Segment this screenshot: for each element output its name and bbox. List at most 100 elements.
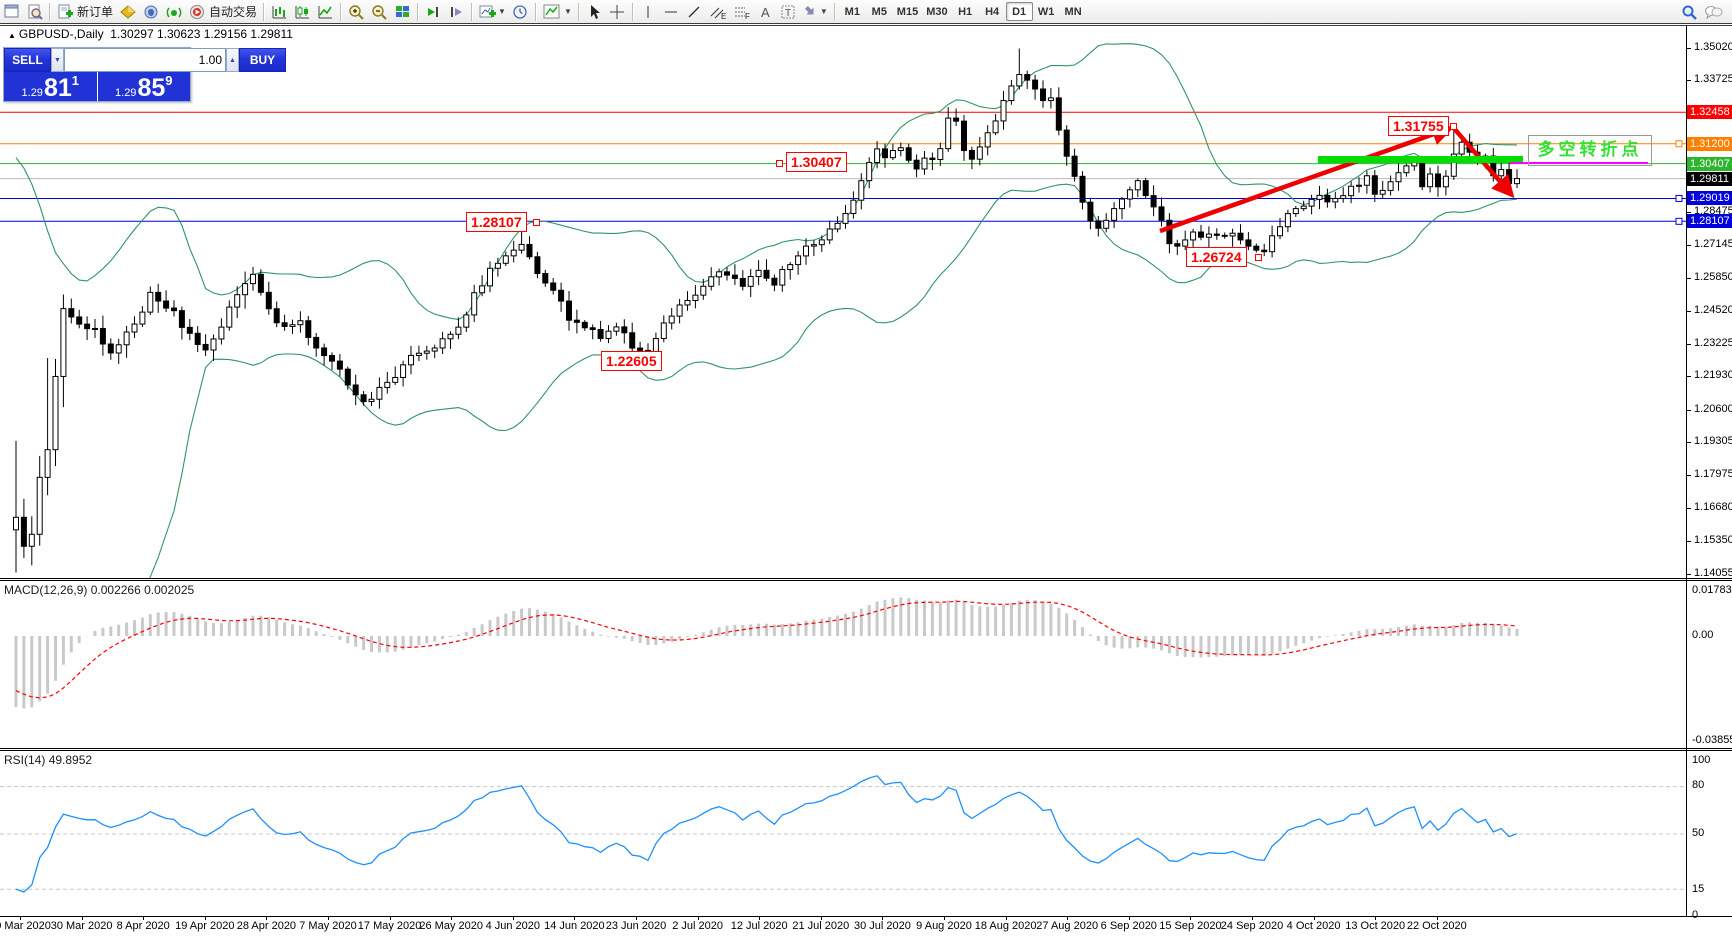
chart-shift-icon[interactable] bbox=[445, 1, 468, 22]
line-chart-type-icon[interactable] bbox=[314, 1, 337, 22]
trend-arrow[interactable] bbox=[1159, 123, 1455, 234]
candle-body bbox=[1261, 249, 1268, 253]
new-chart-button[interactable]: ▼ bbox=[476, 1, 509, 22]
candle-body bbox=[76, 316, 83, 325]
timeframe-W1[interactable]: W1 bbox=[1037, 5, 1055, 18]
candle-body bbox=[629, 332, 636, 349]
line-handle[interactable] bbox=[1675, 217, 1683, 225]
candle-chart-type-icon[interactable] bbox=[291, 1, 314, 22]
candle-body bbox=[139, 311, 146, 325]
price-callout[interactable]: 1.30407 bbox=[786, 152, 847, 172]
date-tick-label: 17 May 2020 bbox=[357, 920, 422, 932]
price-callout[interactable]: 1.28107 bbox=[466, 212, 527, 232]
candle-body bbox=[352, 384, 359, 396]
candle-body bbox=[1324, 194, 1331, 203]
timeframe-M15[interactable]: M15 bbox=[896, 5, 919, 18]
candle-body bbox=[1514, 178, 1520, 185]
sell-button[interactable]: SELL bbox=[4, 48, 51, 72]
candle-body bbox=[755, 269, 762, 278]
timeframe-M5[interactable]: M5 bbox=[871, 5, 887, 18]
timeframe-M30[interactable]: M30 bbox=[926, 5, 948, 18]
rsi-panel[interactable] bbox=[0, 751, 1686, 916]
price-chart[interactable] bbox=[0, 26, 1686, 578]
date-axis-line bbox=[0, 916, 1732, 917]
buy-price-display[interactable]: 1.29 85 9 bbox=[97, 72, 190, 101]
vertical-line-tool[interactable] bbox=[637, 1, 660, 22]
object-anchor-icon: ▲ bbox=[8, 31, 16, 40]
cursor-tool[interactable] bbox=[583, 1, 606, 22]
candle-body bbox=[1205, 233, 1212, 238]
line-handle[interactable] bbox=[1675, 194, 1683, 202]
candle-body bbox=[171, 307, 177, 312]
bar-chart-type-icon[interactable] bbox=[268, 1, 291, 22]
panel-separator[interactable] bbox=[0, 578, 1732, 581]
price-tick-label: 1.27145 bbox=[1694, 238, 1732, 251]
candle-body bbox=[186, 326, 193, 334]
print-preview-icon[interactable] bbox=[23, 1, 46, 22]
candle-body bbox=[1506, 169, 1513, 185]
line-handle[interactable] bbox=[1675, 140, 1683, 148]
macd-panel[interactable] bbox=[0, 581, 1686, 748]
timeframe-D1[interactable]: D1 bbox=[1005, 2, 1033, 21]
zoom-in-icon[interactable] bbox=[345, 1, 368, 22]
timeframe-H4[interactable]: H4 bbox=[985, 5, 1000, 18]
global-search-icon[interactable] bbox=[140, 1, 163, 22]
turning-point-annotation[interactable]: 多空转折点 bbox=[1528, 135, 1652, 166]
candle-body bbox=[700, 285, 707, 296]
price-line-label: 1.32458 bbox=[1687, 105, 1732, 120]
candle-body bbox=[1340, 195, 1347, 199]
candle-body bbox=[613, 326, 620, 332]
candle-body bbox=[1008, 85, 1015, 102]
toolbar-separator bbox=[417, 2, 420, 21]
auto-scroll-icon[interactable] bbox=[422, 1, 445, 22]
new-order-button[interactable]: 新订单 bbox=[54, 1, 116, 22]
candle-body bbox=[257, 273, 264, 293]
candle-body bbox=[178, 310, 185, 328]
main-toolbar: 新订单 自动交易 bbox=[0, 0, 1732, 24]
volume-increase-button[interactable]: ▲ bbox=[226, 48, 239, 72]
price-callout[interactable]: 1.26724 bbox=[1186, 247, 1247, 267]
volume-decrease-button[interactable]: ▼ bbox=[51, 48, 64, 72]
text-label-tool[interactable]: T bbox=[777, 1, 800, 22]
candle-body bbox=[1269, 235, 1276, 253]
fibonacci-tool[interactable]: F bbox=[730, 1, 754, 22]
candle-body bbox=[739, 277, 746, 287]
date-tick-label: 2 Jul 2020 bbox=[672, 920, 723, 932]
history-center-icon[interactable] bbox=[116, 1, 140, 22]
signals-icon[interactable] bbox=[163, 1, 186, 22]
candle-body bbox=[60, 308, 67, 377]
buy-button[interactable]: BUY bbox=[239, 48, 286, 72]
candle-body bbox=[368, 398, 375, 403]
crosshair-tool[interactable] bbox=[606, 1, 629, 22]
autotrading-button[interactable]: 自动交易 bbox=[186, 1, 260, 22]
horizontal-line-tool[interactable] bbox=[660, 1, 683, 22]
arrows-tool[interactable]: ▼ bbox=[800, 1, 831, 22]
date-tick-label: 15 Sep 2020 bbox=[1159, 920, 1222, 932]
timeframe-MN[interactable]: MN bbox=[1064, 5, 1082, 18]
timeframe-H1[interactable]: H1 bbox=[958, 5, 973, 18]
support-zone-highlight[interactable] bbox=[1318, 156, 1523, 163]
candle-body bbox=[1316, 194, 1323, 200]
date-tick-label: 14 Jun 2020 bbox=[544, 920, 605, 932]
candle-body bbox=[1450, 153, 1457, 177]
date-tick-label: 7 May 2020 bbox=[299, 920, 357, 932]
timeframe-M1[interactable]: M1 bbox=[844, 5, 860, 18]
date-tick-mark bbox=[266, 916, 268, 920]
sell-price-display[interactable]: 1.29 81 1 bbox=[4, 72, 97, 101]
channel-tool[interactable]: E bbox=[706, 1, 730, 22]
clock-icon[interactable] bbox=[509, 1, 532, 22]
search-icon[interactable] bbox=[1678, 1, 1701, 22]
chart-window-icon[interactable] bbox=[0, 1, 23, 22]
tile-windows-icon[interactable] bbox=[391, 1, 414, 22]
price-callout[interactable]: 1.31755 bbox=[1388, 116, 1449, 136]
trendline-tool[interactable] bbox=[683, 1, 706, 22]
panel-separator[interactable] bbox=[0, 748, 1732, 751]
zoom-out-icon[interactable] bbox=[368, 1, 391, 22]
text-tool[interactable]: A bbox=[754, 1, 777, 22]
indicators-button[interactable]: ▼ bbox=[540, 1, 575, 22]
chevron-down-icon: ▼ bbox=[819, 7, 828, 16]
candle-body bbox=[771, 277, 778, 286]
volume-input[interactable] bbox=[64, 48, 226, 72]
price-callout[interactable]: 1.22605 bbox=[601, 351, 662, 371]
chat-icon[interactable] bbox=[1701, 1, 1726, 22]
